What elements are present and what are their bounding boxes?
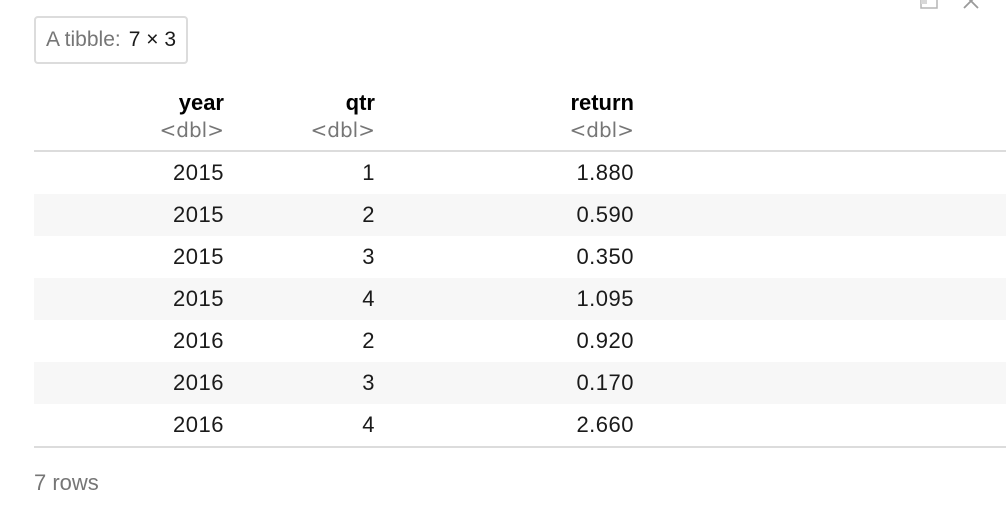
cell-year: 2016: [173, 328, 224, 353]
column-type: <dbl>: [569, 118, 634, 142]
header-spacer: [634, 88, 1006, 152]
cell-qtr: 3: [224, 362, 375, 404]
cell-qtr: 4: [224, 278, 375, 320]
column-header-return: return <dbl>: [375, 88, 634, 152]
column-type: <dbl>: [310, 118, 375, 142]
cell-year: 2016: [34, 404, 224, 448]
row-spacer: [634, 404, 1006, 448]
cell-qtr: 1: [362, 160, 375, 185]
cell-year: 2015: [34, 278, 224, 320]
row-spacer: [634, 362, 1006, 404]
column-name: return: [570, 90, 634, 115]
table-row: 2015 4 1.095: [34, 278, 1006, 320]
cell-year: 2016: [34, 362, 224, 404]
table-header-row: year <dbl> qtr <dbl> return <dbl>: [34, 88, 1006, 152]
cell-return: 0.170: [375, 362, 634, 404]
tibble-dimensions-badge: A tibble: 7 × 3: [34, 16, 189, 64]
column-name: year: [178, 90, 224, 115]
row-spacer: [634, 194, 1006, 236]
column-type: <dbl>: [159, 118, 224, 142]
cell-qtr: 3: [362, 244, 375, 269]
table-row: 2016 3 0.170: [34, 362, 1006, 404]
column-header-qtr: qtr <dbl>: [224, 88, 375, 152]
cell-year: 2015: [34, 194, 224, 236]
column-name: qtr: [345, 90, 375, 115]
row-spacer: [634, 320, 1006, 362]
close-icon[interactable]: [962, 0, 980, 10]
column-header-year: year <dbl>: [34, 88, 224, 152]
row-spacer: [634, 236, 1006, 278]
chunk-output-controls: [918, 0, 980, 10]
cell-year: 2015: [173, 160, 224, 185]
table-row: 2015 1 1.880: [34, 151, 1006, 194]
cell-year: 2015: [173, 244, 224, 269]
table-row: 2015 2 0.590: [34, 194, 1006, 236]
row-spacer: [634, 151, 1006, 194]
cell-return: 2.660: [375, 404, 634, 448]
cell-return: 0.590: [375, 194, 634, 236]
cell-qtr: 2: [362, 328, 375, 353]
cell-qtr: 4: [224, 404, 375, 448]
data-table: year <dbl> qtr <dbl> return <dbl> 2015 1…: [34, 88, 1006, 448]
row-count-footer: 7 rows: [34, 470, 99, 495]
table-row: 2015 3 0.350: [34, 236, 1006, 278]
tibble-dimensions: 7 × 3: [128, 28, 177, 51]
cell-return: 0.920: [576, 328, 634, 353]
table-row: 2016 2 0.920: [34, 320, 1006, 362]
cell-return: 1.880: [576, 160, 634, 185]
cell-return: 0.350: [576, 244, 634, 269]
row-spacer: [634, 278, 1006, 320]
table-row: 2016 4 2.660: [34, 404, 1006, 448]
cell-qtr: 2: [224, 194, 375, 236]
cell-return: 1.095: [375, 278, 634, 320]
expand-output-icon[interactable]: [918, 0, 940, 10]
tibble-label: A tibble:: [46, 28, 121, 51]
